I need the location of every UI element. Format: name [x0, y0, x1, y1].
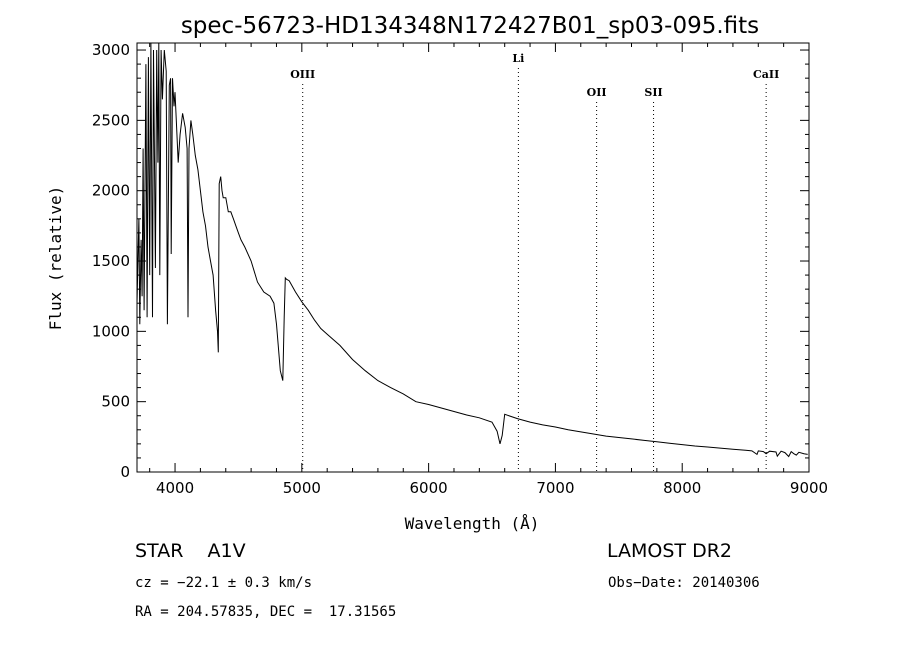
- y-tick-label: 1500: [92, 252, 130, 270]
- line-marker-label: Li: [512, 52, 524, 65]
- y-axis-label: Flux (relative): [46, 186, 65, 331]
- line-marker-label: OII: [587, 86, 607, 99]
- emission-line-markers: OIII Li OII SII CaII: [290, 52, 779, 472]
- y-tick-label: 2500: [92, 111, 130, 129]
- x-tick-label: 6000: [410, 479, 448, 497]
- y-tick-label: 500: [101, 393, 130, 411]
- line-marker-label: CaII: [753, 68, 779, 81]
- ra-dec-coordinates: RA = 204.57835, DEC = 17.31565: [135, 604, 397, 620]
- survey-name: LAMOST DR2: [607, 540, 732, 562]
- plot-frame: [136, 42, 810, 473]
- x-tick-label: 5000: [283, 479, 321, 497]
- y-tick-label: 3000: [92, 41, 130, 59]
- x-tick-label: 8000: [663, 479, 701, 497]
- object-class: STAR A1V: [135, 540, 246, 562]
- line-marker-label: OIII: [290, 68, 315, 81]
- x-tick-label: 9000: [790, 479, 828, 497]
- y-tick-label: 1000: [92, 322, 130, 340]
- y-axis: 0 500 1000 1500 2000 2500 3000: [92, 41, 809, 481]
- x-axis-label: Wavelength (Å): [405, 514, 540, 533]
- y-tick-label: 2000: [92, 182, 130, 200]
- line-marker-label: SII: [644, 86, 662, 99]
- chart-title: spec-56723-HD134348N172427B01_sp03-095.f…: [181, 13, 759, 39]
- x-tick-label: 4000: [156, 479, 194, 497]
- x-axis: 4000 5000 6000 7000 8000 9000: [149, 43, 828, 497]
- x-tick-label: 7000: [536, 479, 574, 497]
- observation-date: Obs−Date: 20140306: [608, 575, 760, 591]
- y-tick-label: 0: [120, 463, 130, 481]
- spectrum-line: [136, 42, 808, 458]
- redshift-cz: cz = −22.1 ± 0.3 km/s: [135, 575, 313, 591]
